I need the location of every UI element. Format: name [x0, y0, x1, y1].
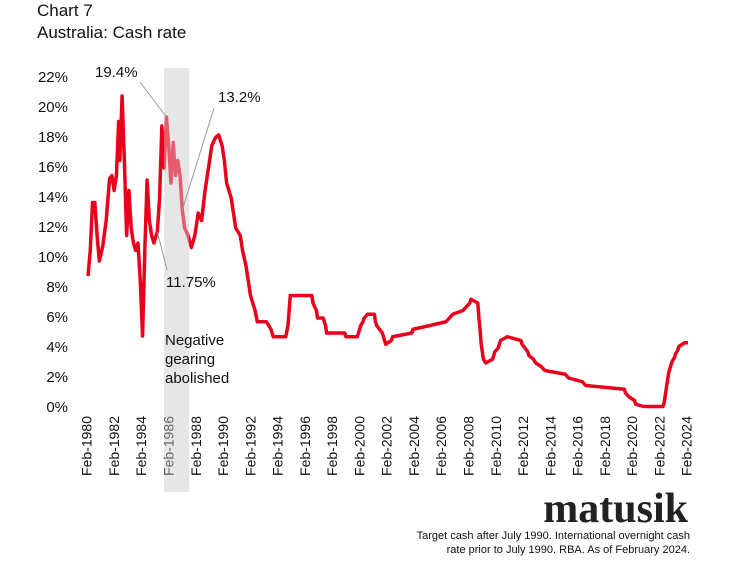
x-tick-label: Feb-2020 [624, 416, 640, 476]
x-tick-label: Feb-1982 [106, 416, 122, 476]
line-series [86, 94, 688, 409]
x-tick-label: Feb-1986 [161, 416, 177, 476]
x-tick-label: Feb-1980 [79, 416, 95, 476]
logo: matusik [543, 486, 688, 532]
x-tick-label: Feb-1994 [270, 416, 286, 476]
x-tick-label: Feb-2016 [570, 416, 586, 476]
annotation-leader [139, 81, 167, 118]
x-tick-label: Feb-2022 [651, 416, 667, 476]
x-tick-label: Feb-2000 [351, 416, 367, 476]
x-tick-label: Feb-2010 [488, 416, 504, 476]
x-tick-label: Feb-1990 [215, 416, 231, 476]
x-tick-label: Feb-2002 [379, 416, 395, 476]
footnote: Target cash after July 1990. Internation… [417, 530, 690, 542]
x-tick-label: Feb-2012 [515, 416, 531, 476]
y-tick-label: 8% [46, 279, 68, 296]
x-tick-label: Feb-1996 [297, 416, 313, 476]
y-tick-label: 14% [38, 189, 68, 206]
shaded-label: Negative [165, 332, 224, 349]
chart-title: Chart 7 [37, 1, 93, 20]
x-tick-label: Feb-1998 [324, 416, 340, 476]
y-tick-label: 4% [46, 339, 68, 356]
shaded-overlay [164, 68, 190, 492]
x-tick-label: Feb-1984 [133, 416, 149, 476]
y-tick-label: 6% [46, 309, 68, 326]
x-tick-label: Feb-2024 [679, 416, 695, 476]
x-tick-label: Feb-1988 [188, 416, 204, 476]
y-tick-label: 16% [38, 159, 68, 176]
y-tick-label: 0% [46, 399, 68, 416]
x-tick-label: Feb-2004 [406, 416, 422, 476]
annotation-leader [156, 231, 168, 271]
annotation: 11.75% [166, 274, 216, 291]
y-tick-label: 10% [38, 249, 68, 266]
footnote: rate prior to July 1990. RBA. As of Febr… [447, 544, 690, 556]
x-tick-label: Feb-2014 [542, 416, 558, 476]
chart-subtitle: Australia: Cash rate [37, 23, 186, 42]
y-tick-label: 12% [38, 219, 68, 236]
annotation: 13.2% [218, 89, 261, 106]
y-tick-label: 2% [46, 369, 68, 386]
y-tick-label: 22% [38, 69, 68, 86]
shaded-label: gearing [165, 351, 215, 368]
y-tick-label: 18% [38, 129, 68, 146]
annotation: 19.4% [95, 64, 138, 81]
x-tick-label: Feb-2018 [597, 416, 613, 476]
shaded-label: abolished [165, 370, 229, 387]
x-tick-label: Feb-1992 [242, 416, 258, 476]
x-tick-label: Feb-2008 [461, 416, 477, 476]
x-tick-label: Feb-2006 [433, 416, 449, 476]
annotation-leader [181, 107, 215, 211]
y-tick-label: 20% [38, 99, 68, 116]
